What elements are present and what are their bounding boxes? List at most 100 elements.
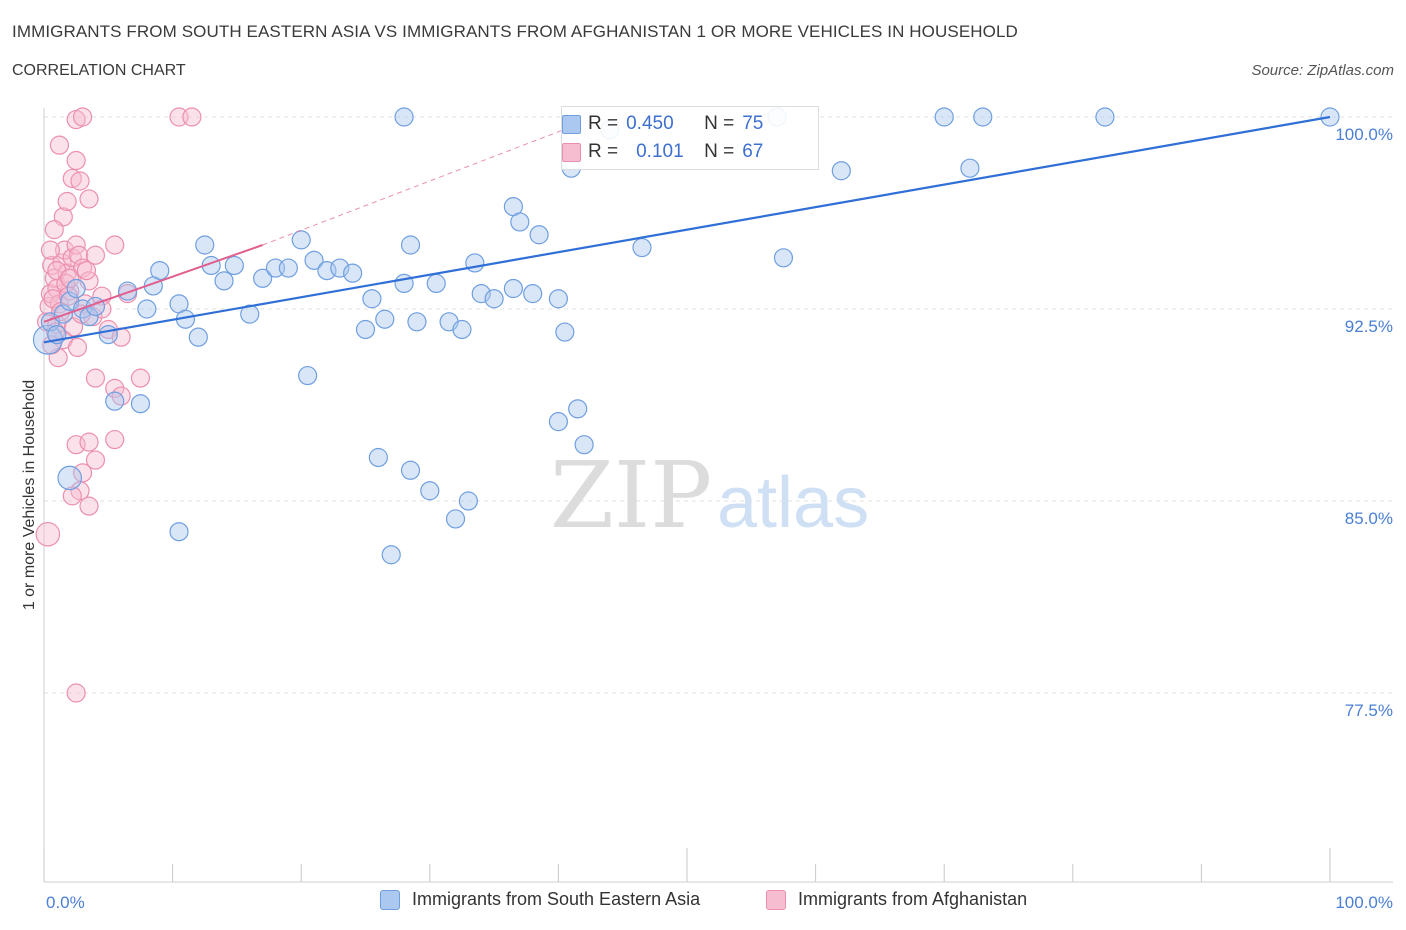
data-point: [304, 250, 324, 270]
data-point: [555, 322, 575, 342]
data-point: [330, 258, 350, 278]
x-tick-label-max: 100.0%: [1335, 893, 1393, 912]
data-point: [355, 319, 376, 340]
data-point: [465, 253, 485, 273]
trend-line-afghanistan-extension: [262, 116, 598, 246]
data-point: [69, 245, 89, 265]
data-point: [574, 435, 594, 455]
data-point: [568, 399, 588, 419]
data-point: [66, 150, 86, 171]
watermark-atlas: atlas: [717, 463, 869, 543]
bottom-legend-afghanistan: Immigrants from Afghanistan: [766, 889, 1027, 910]
gridlines: [44, 116, 1393, 694]
data-point: [85, 368, 106, 388]
legend-r-label: R =: [588, 113, 619, 134]
y-tick-label: 100.0%: [1335, 125, 1393, 144]
data-point: [98, 325, 118, 345]
y-tick-label: 85.0%: [1345, 509, 1393, 528]
x-tick-label-min: 0.0%: [46, 893, 85, 912]
source-label: Source: ZipAtlas.com: [1251, 62, 1394, 79]
data-point: [76, 261, 97, 281]
data-point: [105, 429, 125, 450]
legend-n-label: N =: [704, 141, 735, 162]
data-point: [548, 412, 569, 432]
data-point: [130, 368, 151, 388]
data-point: [35, 521, 61, 547]
bottom-legend-swatch-afghanistan: [766, 889, 786, 910]
data-point: [57, 191, 77, 212]
data-point: [381, 545, 401, 565]
data-point: [458, 491, 478, 511]
trend-lines: [43, 115, 1331, 344]
y-tick-label: 92.5%: [1345, 317, 1393, 336]
data-point: [70, 171, 90, 191]
data-point: [1095, 107, 1115, 127]
data-point: [188, 327, 208, 347]
data-point: [510, 212, 530, 232]
data-point: [426, 273, 446, 293]
correlation-legend: R = 0.450 N = 75 R = 0.101 N = 67: [561, 106, 819, 170]
data-point: [394, 107, 414, 127]
data-point: [214, 271, 234, 291]
data-point: [66, 683, 86, 703]
data-point: [632, 237, 652, 258]
data-point: [934, 107, 954, 127]
chart-subtitle: CORRELATION CHART: [12, 62, 186, 79]
data-point: [529, 225, 549, 245]
data-point: [278, 258, 298, 278]
data-point: [400, 235, 421, 255]
data-point: [407, 312, 427, 332]
x-tick-labels: 0.0% 100.0%: [46, 893, 1393, 912]
data-point: [79, 189, 99, 209]
legend-swatch-sea: [562, 115, 581, 134]
data-point: [298, 365, 318, 386]
data-point: [72, 107, 93, 127]
data-point: [362, 289, 382, 309]
data-point: [85, 245, 106, 265]
data-point: [105, 235, 125, 255]
y-tick-labels: 100.0% 92.5% 85.0% 77.5%: [1335, 125, 1393, 720]
data-point: [40, 240, 61, 260]
data-point: [420, 481, 440, 501]
axes: [43, 108, 1393, 883]
data-point: [169, 522, 189, 542]
data-point: [452, 319, 472, 340]
bottom-legend-label-sea: Immigrants from South Eastern Asia: [412, 889, 701, 909]
data-point: [182, 107, 202, 127]
data-point: [57, 465, 83, 491]
legend-r-value-sea: 0.450: [626, 113, 674, 134]
data-point: [445, 509, 466, 529]
data-point: [224, 255, 244, 276]
data-point: [62, 486, 82, 506]
legend-r-label: R =: [588, 141, 619, 162]
data-point: [484, 289, 504, 309]
legend-n-value-sea: 75: [742, 113, 764, 134]
legend-row-afghanistan: R = 0.101 N = 67: [562, 139, 764, 165]
bottom-legend-sea: Immigrants from South Eastern Asia: [380, 889, 700, 910]
data-point: [831, 161, 851, 181]
watermark: ZIP atlas: [550, 442, 869, 549]
data-point: [105, 391, 125, 411]
trend-line-afghanistan: [43, 244, 263, 323]
data-point: [54, 240, 75, 260]
legend-r-value-afghanistan: 0.101: [636, 141, 684, 162]
data-point: [973, 107, 993, 127]
data-point: [62, 168, 82, 189]
legend-row-sea: R = 0.450 N = 75: [562, 111, 764, 137]
watermark-zip: ZIP: [550, 442, 712, 549]
data-point: [111, 386, 131, 406]
chart-title: IMMIGRANTS FROM SOUTH EASTERN ASIA VS IM…: [12, 22, 1018, 41]
data-point: [368, 447, 388, 468]
legend-swatch-afghanistan: [562, 143, 581, 162]
data-point: [400, 460, 421, 480]
data-point: [503, 278, 523, 299]
data-point: [79, 432, 99, 452]
data-point: [343, 263, 363, 283]
legend-n-value-afghanistan: 67: [742, 141, 764, 162]
series-afghanistan-points: [35, 107, 202, 703]
data-point: [49, 135, 70, 155]
data-point: [375, 309, 395, 329]
data-point: [67, 337, 88, 357]
data-point: [79, 307, 99, 327]
